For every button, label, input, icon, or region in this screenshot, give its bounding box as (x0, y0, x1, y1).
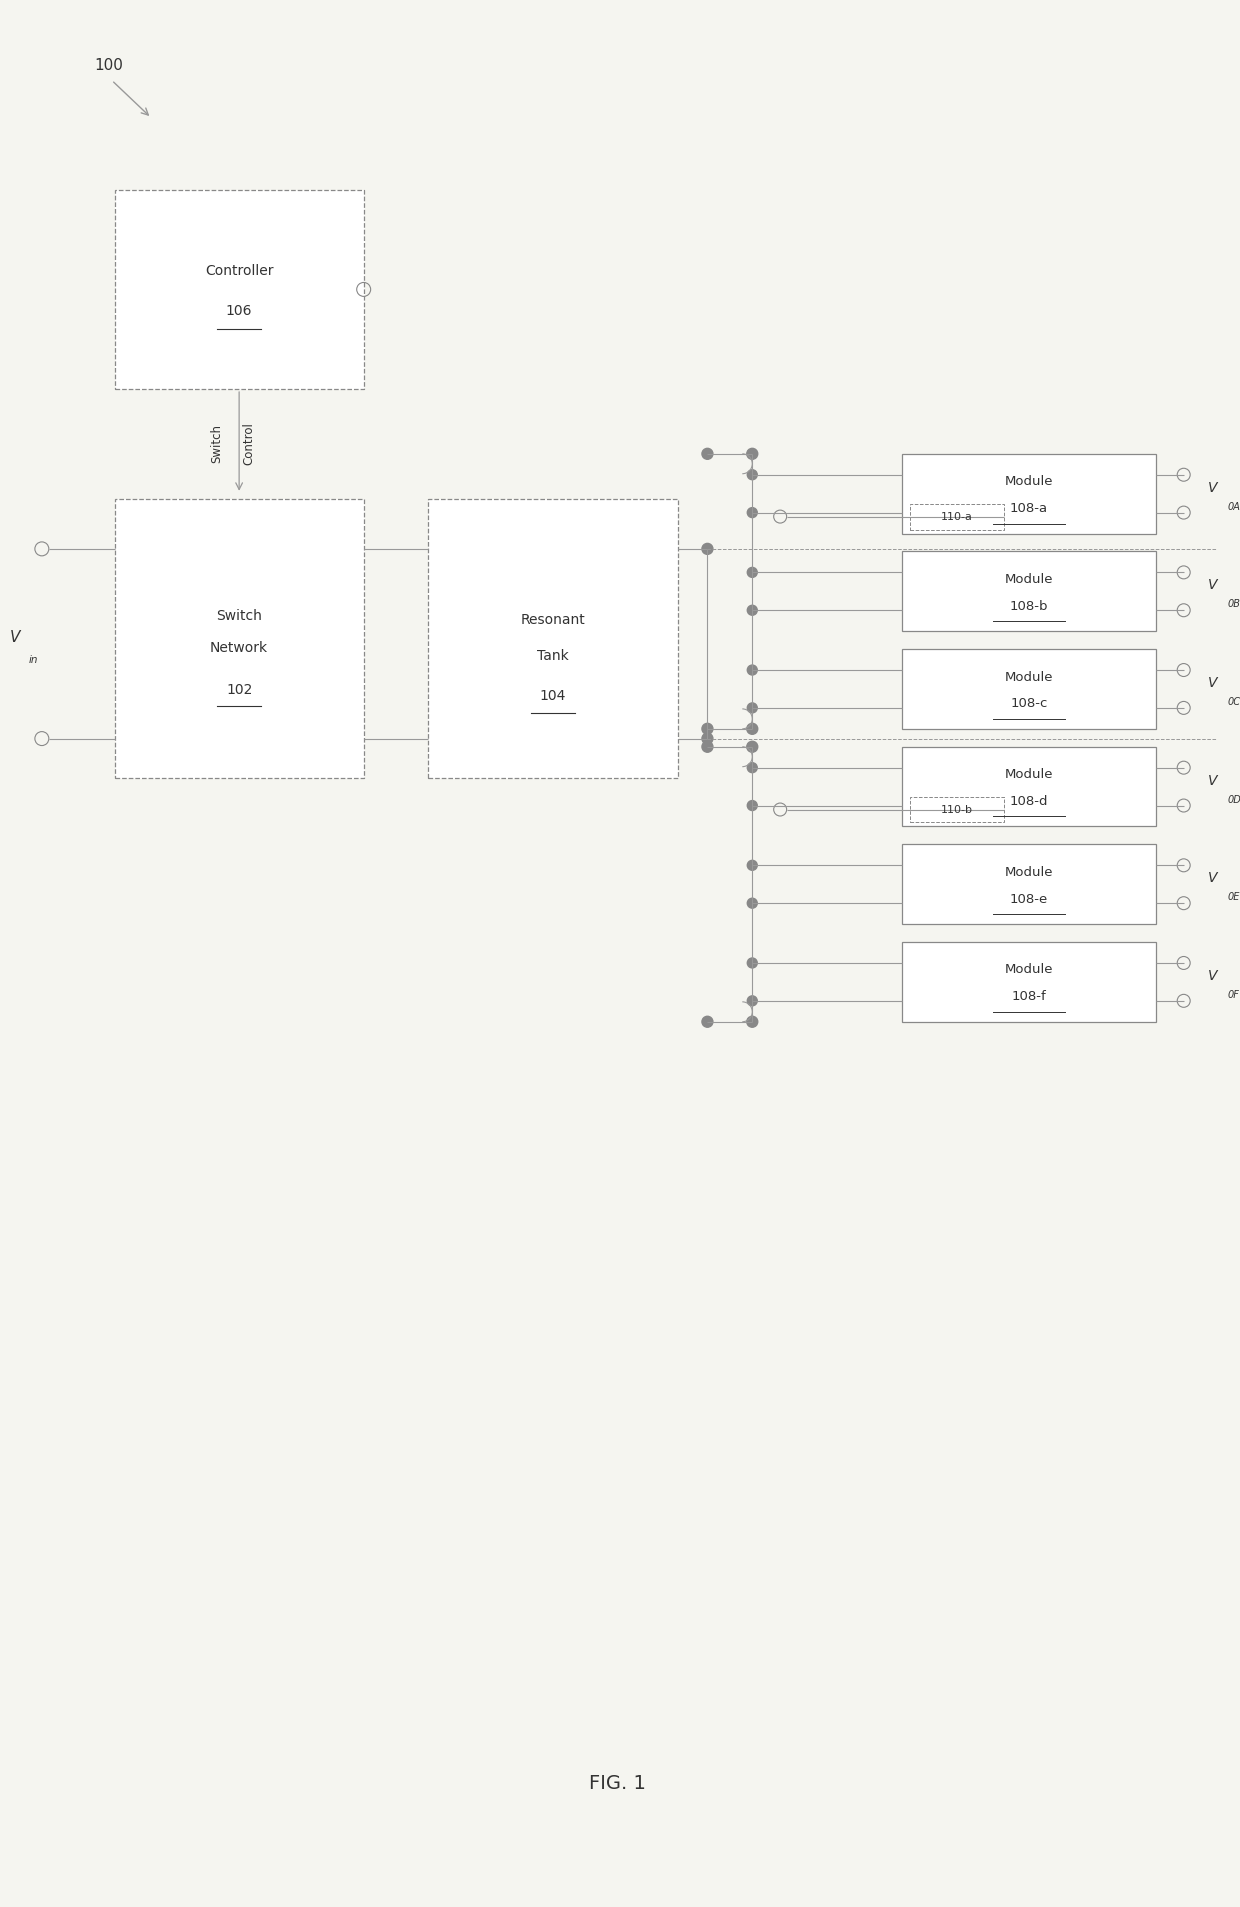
Text: 108-f: 108-f (1012, 990, 1047, 1003)
Circle shape (702, 448, 713, 460)
Text: 0D: 0D (1228, 795, 1240, 805)
Text: 0F: 0F (1228, 990, 1240, 999)
FancyBboxPatch shape (910, 797, 1004, 822)
Circle shape (746, 1016, 758, 1028)
FancyBboxPatch shape (114, 191, 363, 389)
Text: 0E: 0E (1228, 892, 1240, 902)
Text: Switch: Switch (211, 425, 223, 463)
Text: 108-e: 108-e (1009, 892, 1048, 906)
FancyBboxPatch shape (901, 551, 1156, 631)
Text: Module: Module (1004, 475, 1053, 488)
Text: Module: Module (1004, 572, 1053, 585)
Circle shape (748, 763, 758, 772)
FancyBboxPatch shape (910, 503, 1004, 530)
Text: 102: 102 (226, 683, 252, 696)
Text: V: V (1208, 675, 1218, 690)
Text: FIG. 1: FIG. 1 (589, 1775, 646, 1793)
Text: Network: Network (210, 641, 268, 656)
Text: 0B: 0B (1228, 599, 1240, 608)
Circle shape (748, 995, 758, 1005)
Text: 110-b: 110-b (941, 805, 973, 814)
Circle shape (748, 704, 758, 713)
Circle shape (702, 1016, 713, 1028)
Text: 108-b: 108-b (1009, 601, 1048, 612)
Text: Module: Module (1004, 769, 1053, 782)
Text: V: V (10, 629, 20, 645)
Text: 104: 104 (539, 688, 567, 704)
FancyBboxPatch shape (901, 648, 1156, 728)
Text: Control: Control (243, 423, 255, 465)
Text: V: V (1208, 578, 1218, 593)
Circle shape (748, 507, 758, 517)
Circle shape (702, 723, 713, 734)
Circle shape (702, 742, 713, 751)
Text: V: V (1208, 774, 1218, 788)
Circle shape (748, 605, 758, 616)
Circle shape (748, 666, 758, 675)
Circle shape (748, 957, 758, 969)
FancyBboxPatch shape (901, 845, 1156, 925)
Circle shape (748, 860, 758, 870)
Text: 0A: 0A (1228, 502, 1240, 511)
Text: 106: 106 (226, 305, 253, 318)
Text: 108-d: 108-d (1009, 795, 1048, 809)
Text: Switch: Switch (216, 608, 262, 624)
FancyBboxPatch shape (114, 498, 363, 778)
Text: V: V (1208, 871, 1218, 885)
Circle shape (748, 469, 758, 481)
Text: V: V (1208, 969, 1218, 982)
Circle shape (746, 723, 758, 734)
Text: 100: 100 (94, 57, 124, 72)
Text: Tank: Tank (537, 648, 569, 664)
Text: 108-c: 108-c (1011, 698, 1048, 711)
Text: V: V (1208, 481, 1218, 494)
Text: Controller: Controller (205, 265, 273, 278)
Text: 110-a: 110-a (941, 511, 973, 523)
Text: 108-a: 108-a (1009, 502, 1048, 515)
FancyBboxPatch shape (429, 498, 677, 778)
Text: Module: Module (1004, 963, 1053, 976)
Circle shape (748, 801, 758, 810)
Text: Module: Module (1004, 671, 1053, 683)
Text: Resonant: Resonant (521, 614, 585, 627)
Text: in: in (29, 654, 38, 666)
Text: 0C: 0C (1228, 696, 1240, 707)
Circle shape (746, 742, 758, 751)
FancyBboxPatch shape (901, 748, 1156, 826)
FancyBboxPatch shape (901, 942, 1156, 1022)
Circle shape (702, 732, 713, 744)
Circle shape (748, 898, 758, 908)
Text: Module: Module (1004, 866, 1053, 879)
Circle shape (702, 543, 713, 555)
Circle shape (748, 568, 758, 578)
Circle shape (746, 448, 758, 460)
FancyBboxPatch shape (901, 454, 1156, 534)
